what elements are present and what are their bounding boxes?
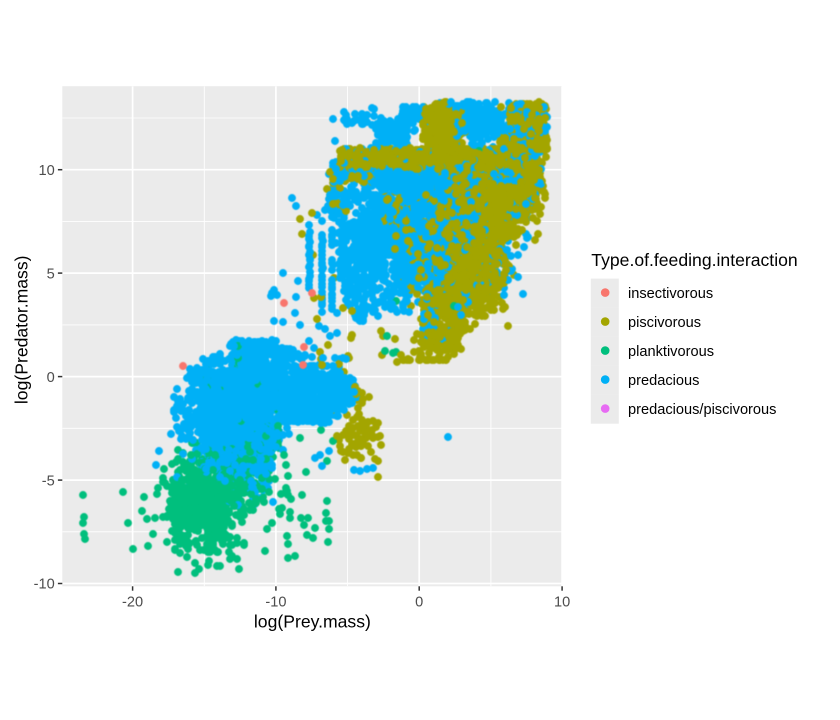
svg-text:0: 0 [47, 370, 55, 386]
svg-text:piscivorous: piscivorous [628, 315, 701, 331]
svg-text:predacious: predacious [628, 373, 699, 389]
svg-text:insectivorous: insectivorous [628, 286, 713, 302]
svg-text:5: 5 [47, 266, 55, 282]
svg-text:log(Predator.mass): log(Predator.mass) [12, 255, 32, 404]
svg-text:Type.of.feeding.interaction: Type.of.feeding.interaction [591, 250, 797, 270]
svg-text:-10: -10 [265, 594, 286, 610]
svg-text:10: 10 [38, 163, 54, 179]
svg-text:planktivorous: planktivorous [628, 344, 714, 360]
svg-text:10: 10 [554, 594, 570, 610]
svg-text:-5: -5 [42, 473, 55, 489]
svg-text:0: 0 [415, 594, 423, 610]
svg-text:log(Prey.mass): log(Prey.mass) [254, 611, 371, 631]
svg-text:predacious/piscivorous: predacious/piscivorous [628, 402, 776, 418]
svg-text:-10: -10 [34, 577, 55, 593]
svg-text:-20: -20 [122, 594, 143, 610]
